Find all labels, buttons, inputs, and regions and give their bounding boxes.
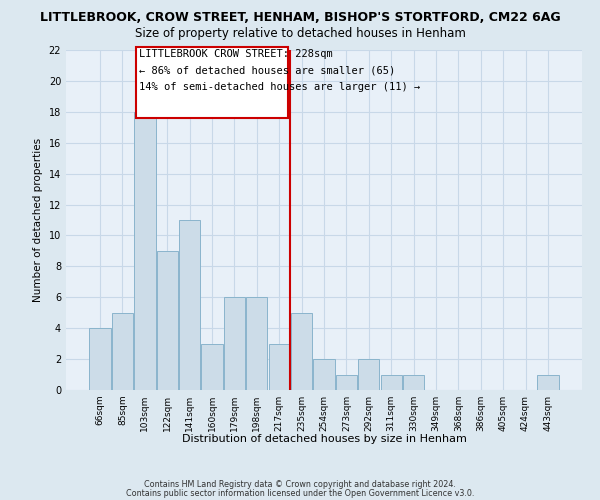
X-axis label: Distribution of detached houses by size in Henham: Distribution of detached houses by size … <box>182 434 466 444</box>
Text: 14% of semi-detached houses are larger (11) →: 14% of semi-detached houses are larger (… <box>139 82 421 92</box>
Text: Contains public sector information licensed under the Open Government Licence v3: Contains public sector information licen… <box>126 489 474 498</box>
Text: LITTLEBROOK CROW STREET: 228sqm: LITTLEBROOK CROW STREET: 228sqm <box>139 49 333 59</box>
Bar <box>246 298 268 390</box>
Bar <box>358 359 379 390</box>
Text: Contains HM Land Registry data © Crown copyright and database right 2024.: Contains HM Land Registry data © Crown c… <box>144 480 456 489</box>
Bar <box>269 344 290 390</box>
Bar <box>291 312 312 390</box>
Text: Size of property relative to detached houses in Henham: Size of property relative to detached ho… <box>134 28 466 40</box>
Text: LITTLEBROOK, CROW STREET, HENHAM, BISHOP'S STORTFORD, CM22 6AG: LITTLEBROOK, CROW STREET, HENHAM, BISHOP… <box>40 11 560 24</box>
Bar <box>89 328 111 390</box>
Bar <box>157 251 178 390</box>
Bar <box>537 374 559 390</box>
Bar <box>134 112 155 390</box>
Y-axis label: Number of detached properties: Number of detached properties <box>33 138 43 302</box>
Bar <box>179 220 200 390</box>
Bar <box>313 359 335 390</box>
Bar <box>202 344 223 390</box>
Bar <box>403 374 424 390</box>
Bar <box>224 298 245 390</box>
Text: ← 86% of detached houses are smaller (65): ← 86% of detached houses are smaller (65… <box>139 66 395 76</box>
Bar <box>336 374 357 390</box>
FancyBboxPatch shape <box>136 47 288 118</box>
Bar <box>380 374 402 390</box>
Bar <box>112 312 133 390</box>
